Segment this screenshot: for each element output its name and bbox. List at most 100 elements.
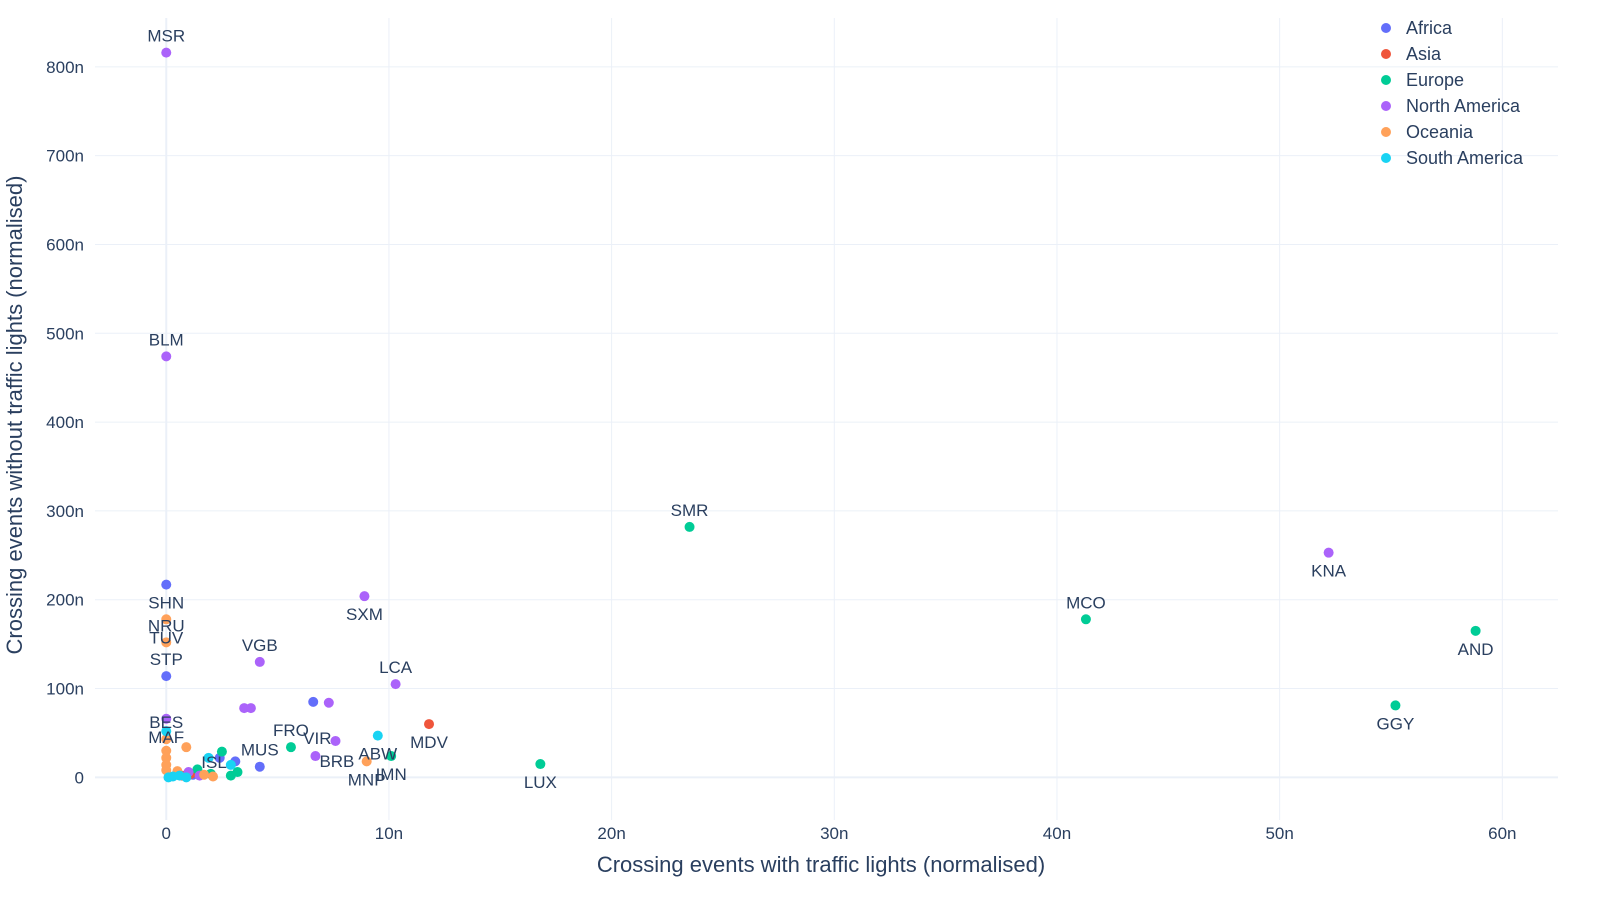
x-tick-label: 30n: [820, 824, 848, 843]
data-point[interactable]: [535, 759, 546, 770]
legend-marker: [1381, 75, 1391, 85]
x-tick-label: 40n: [1043, 824, 1071, 843]
legend-marker: [1381, 23, 1391, 33]
data-point[interactable]: [203, 752, 214, 763]
point-label: MDV: [410, 733, 448, 752]
legend-item[interactable]: Africa: [1381, 18, 1453, 38]
legend-marker: [1381, 153, 1391, 163]
y-axis-title: Crossing events without traffic lights (…: [2, 176, 27, 655]
point-label: SMR: [671, 501, 709, 520]
legend-label: North America: [1406, 96, 1521, 116]
data-point[interactable]: [199, 769, 210, 780]
grid-lines: [95, 18, 1558, 820]
point-label: LUX: [524, 773, 557, 792]
point-label: MAF: [148, 728, 184, 747]
data-point[interactable]: [254, 656, 265, 667]
point-label: BRB: [319, 752, 354, 771]
data-point[interactable]: [684, 521, 695, 532]
data-point[interactable]: [424, 719, 435, 730]
y-tick-label: 300n: [46, 502, 84, 521]
data-point[interactable]: [1470, 625, 1481, 636]
point-label: TUV: [149, 628, 184, 647]
legend-label: Oceania: [1406, 122, 1474, 142]
point-label: KNA: [1311, 562, 1347, 581]
y-tick-label: 600n: [46, 235, 84, 254]
data-point[interactable]: [208, 771, 219, 782]
legend-marker: [1381, 127, 1391, 137]
y-tick-label: 100n: [46, 680, 84, 699]
legend-label: Asia: [1406, 44, 1442, 64]
point-label: SHN: [148, 594, 184, 613]
legend-marker: [1381, 101, 1391, 111]
data-point[interactable]: [1390, 700, 1401, 711]
point-label: ISL: [201, 753, 227, 772]
point-label: SXM: [346, 605, 383, 624]
point-label: LCA: [379, 658, 413, 677]
data-point[interactable]: [161, 752, 172, 763]
legend[interactable]: Africa Asia Europe North America Oceania Sout…: [1381, 18, 1524, 168]
legend-item[interactable]: South America: [1381, 148, 1524, 168]
data-point[interactable]: [330, 735, 341, 746]
legend-item[interactable]: Europe: [1381, 70, 1464, 90]
data-point[interactable]: [161, 745, 172, 756]
data-point[interactable]: [245, 703, 256, 714]
data-point[interactable]: [163, 772, 174, 783]
data-point[interactable]: [372, 730, 383, 741]
point-label: NRU: [148, 616, 185, 635]
data-point[interactable]: [386, 751, 397, 762]
data-point[interactable]: [216, 746, 227, 757]
legend-label: South America: [1406, 148, 1524, 168]
data-point[interactable]: [161, 726, 172, 737]
point-label: VGB: [242, 636, 278, 655]
point-label: MUS: [241, 741, 279, 760]
data-point[interactable]: [161, 579, 172, 590]
data-point[interactable]: [254, 761, 265, 772]
data-point[interactable]: [181, 742, 192, 753]
data-point[interactable]: [161, 351, 172, 362]
point-label: MNP: [348, 770, 386, 789]
data-point[interactable]: [361, 756, 372, 767]
x-tick-label: 20n: [597, 824, 625, 843]
point-label: BLM: [149, 330, 184, 349]
legend-marker: [1381, 49, 1391, 59]
y-tick-label: 0: [75, 768, 84, 787]
data-point[interactable]: [161, 614, 172, 625]
data-point[interactable]: [308, 696, 319, 707]
legend-label: Europe: [1406, 70, 1464, 90]
data-point[interactable]: [161, 47, 172, 58]
y-tick-label: 200n: [46, 591, 84, 610]
data-point[interactable]: [310, 751, 321, 762]
point-label: FRO: [273, 721, 309, 740]
x-tick-label: 10n: [375, 824, 403, 843]
legend-item[interactable]: North America: [1381, 96, 1521, 116]
point-label: MSR: [147, 27, 185, 46]
data-point[interactable]: [1323, 547, 1334, 558]
data-point[interactable]: [161, 671, 172, 682]
data-point[interactable]: [225, 759, 236, 770]
data-point[interactable]: [285, 742, 296, 753]
data-point[interactable]: [161, 637, 172, 648]
legend-item[interactable]: Asia: [1381, 44, 1442, 64]
data-point[interactable]: [181, 772, 192, 783]
data-point[interactable]: [1080, 614, 1091, 625]
point-label: STP: [150, 650, 183, 669]
data-point[interactable]: [359, 591, 370, 602]
y-tick-label: 400n: [46, 413, 84, 432]
data-point[interactable]: [390, 679, 401, 690]
point-label: MCO: [1066, 593, 1106, 612]
point-label: VIR: [303, 729, 331, 748]
data-point[interactable]: [161, 734, 172, 745]
legend-label: Africa: [1406, 18, 1453, 38]
x-tick-label: 0: [162, 824, 171, 843]
point-label: IMN: [376, 765, 407, 784]
data-point[interactable]: [161, 713, 172, 724]
data-point[interactable]: [323, 697, 334, 708]
y-tick-label: 800n: [46, 58, 84, 77]
data-point[interactable]: [225, 770, 236, 781]
legend-item[interactable]: Oceania: [1381, 122, 1474, 142]
axis-ticks: 0 10n 20n 30n 40n 50n 60n 0 100n 200n 300n 400n 500n…: [46, 58, 1516, 843]
data-points: [161, 47, 1481, 783]
x-tick-label: 50n: [1265, 824, 1293, 843]
